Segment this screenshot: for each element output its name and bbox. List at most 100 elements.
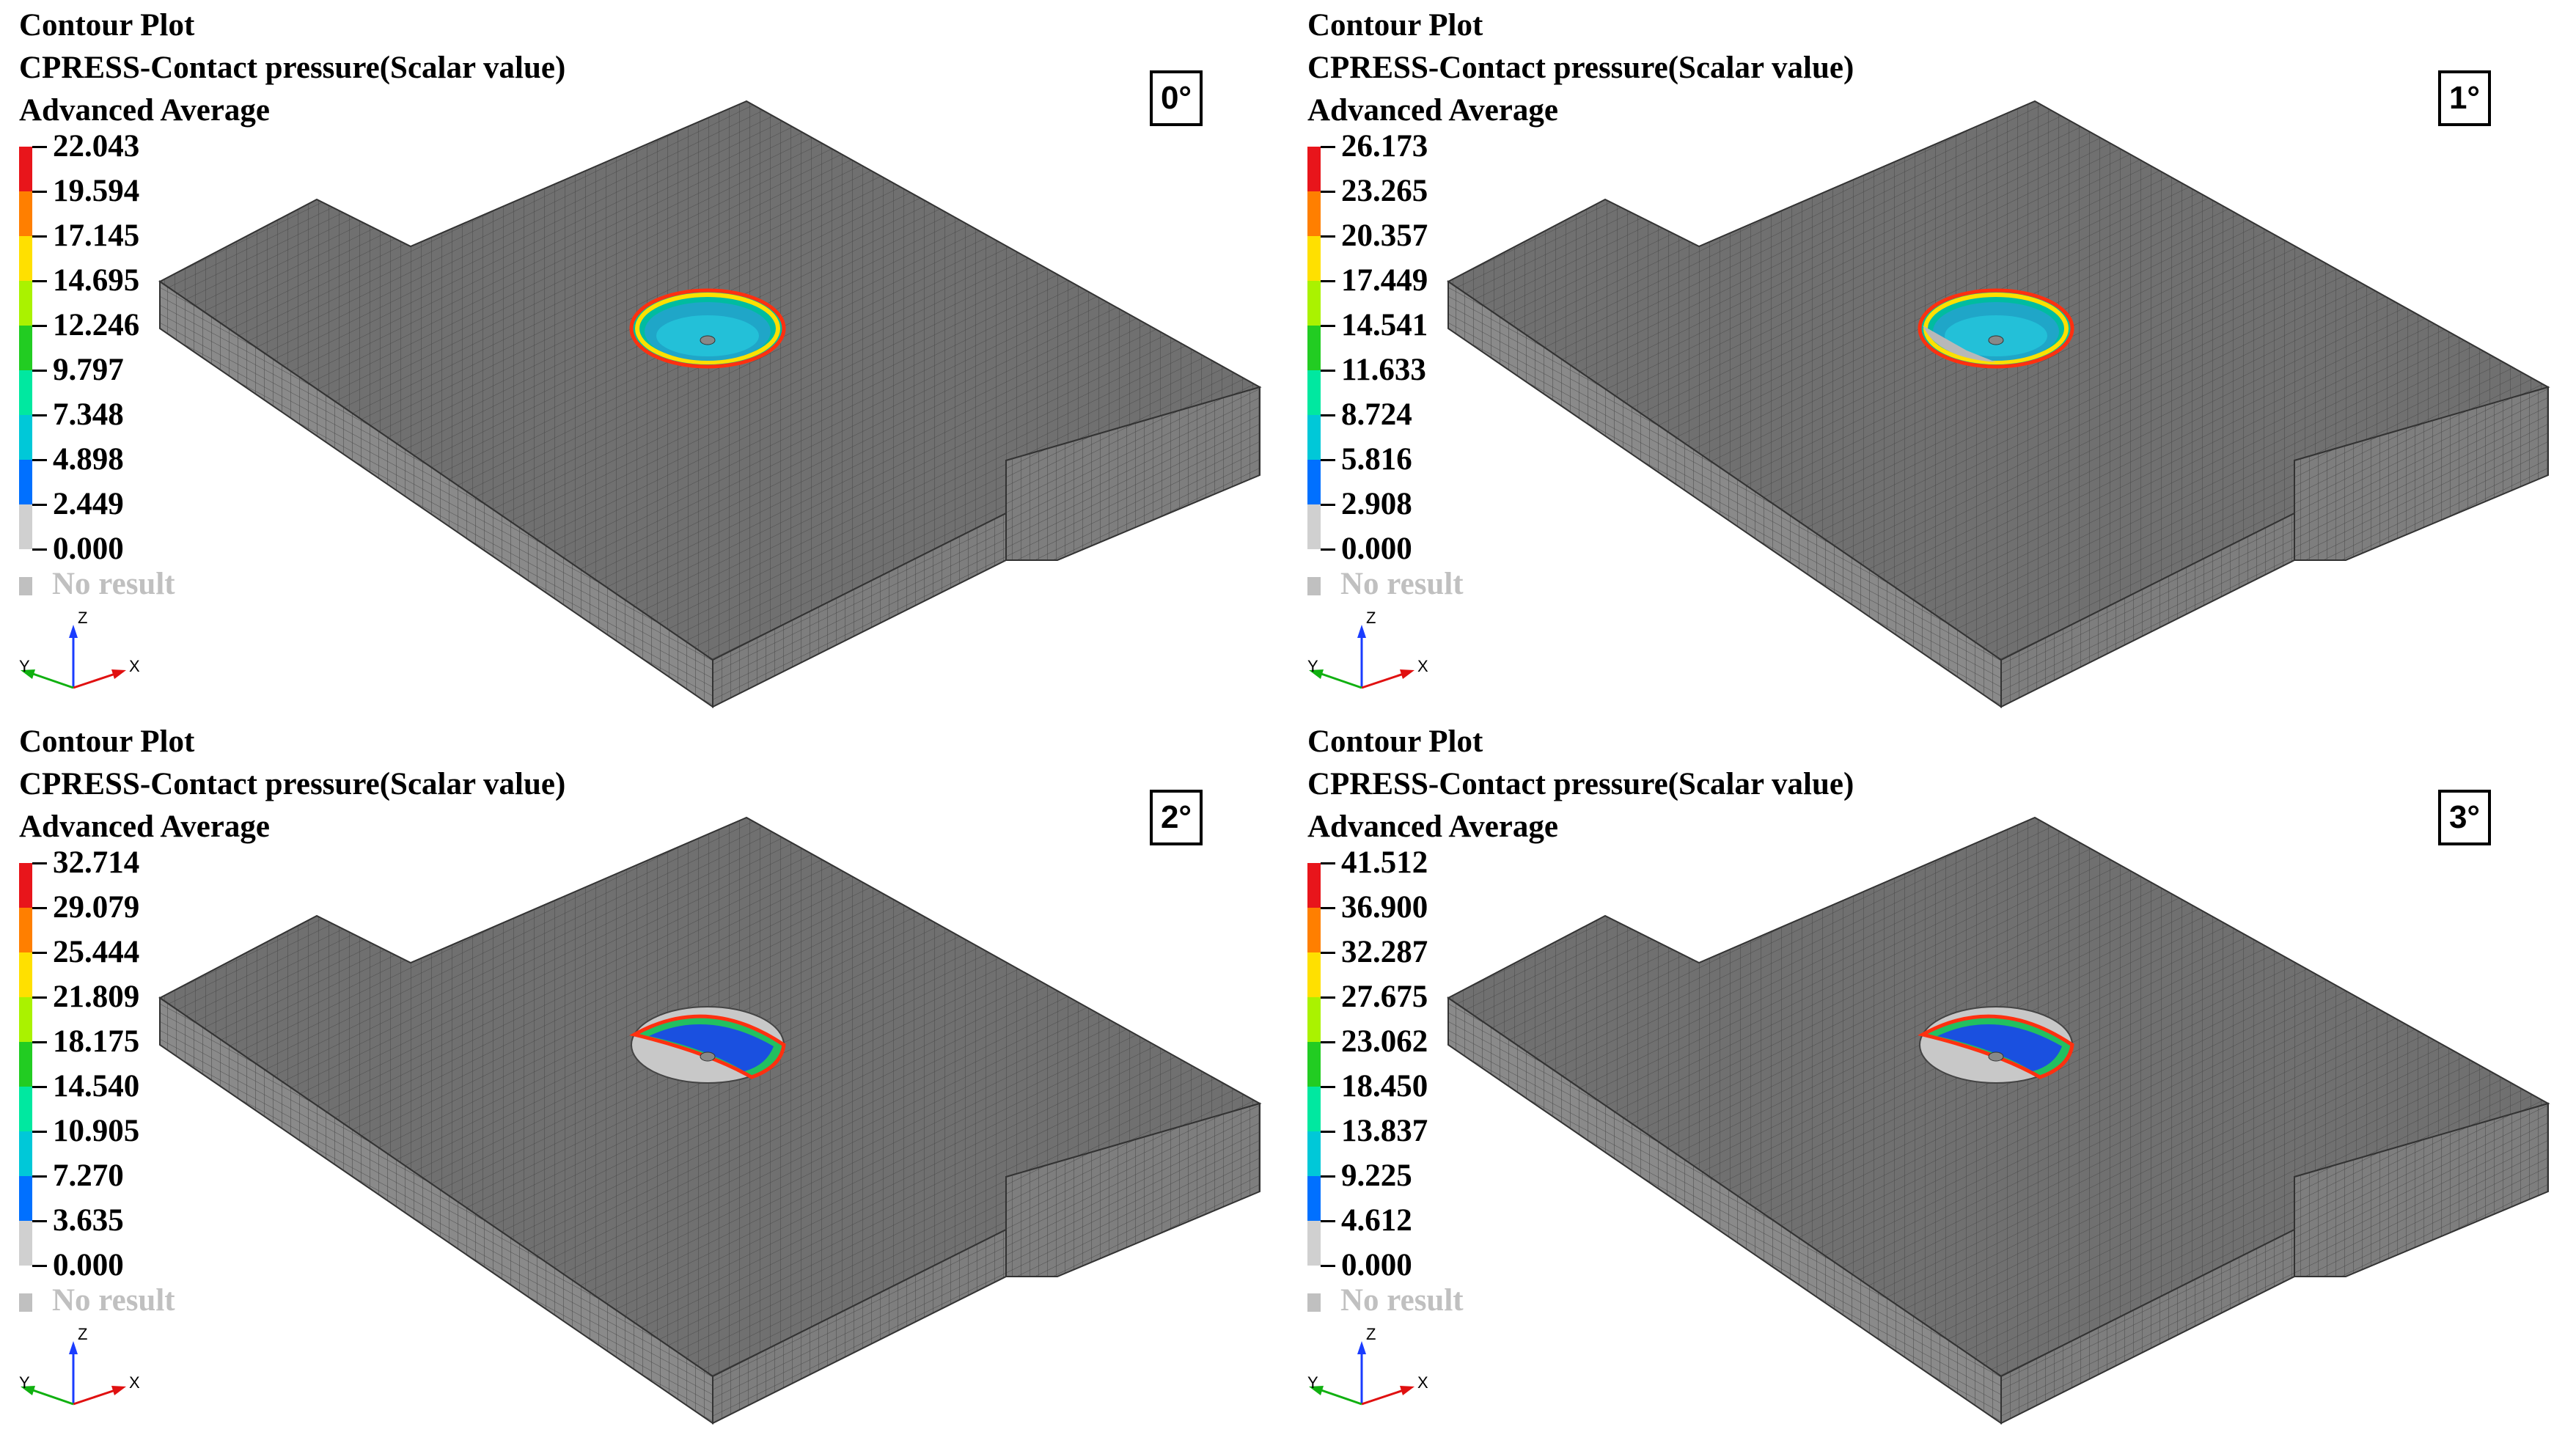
- x-axis-arrow: [73, 672, 118, 689]
- legend-color-band: [1307, 281, 1321, 326]
- mesh-side-face: [1005, 386, 1261, 561]
- x-arrow-head: [1400, 1386, 1414, 1395]
- z-arrow-head: [69, 625, 78, 638]
- legend-value: 17.145: [53, 219, 140, 253]
- x-arrow-head: [111, 669, 126, 679]
- contour-panel-2: Contour Plot CPRESS-Contact pressure(Sca…: [0, 716, 1288, 1432]
- axis-triad: Z X Y: [19, 1325, 140, 1406]
- z-arrow-head: [1357, 1341, 1366, 1354]
- z-axis-label: Z: [1366, 609, 1376, 627]
- legend-color-band: [1307, 1221, 1321, 1266]
- legend-tick: [1321, 1041, 1335, 1043]
- legend-color-band: [19, 370, 32, 415]
- legend-tick: [32, 1220, 47, 1222]
- legend-tick: [1321, 952, 1335, 954]
- legend-color-band: [19, 1042, 32, 1087]
- legend-value: 20.357: [1341, 219, 1428, 253]
- legend-tick: [1321, 1086, 1335, 1088]
- legend-color-band: [19, 326, 32, 370]
- legend-color-band: [19, 1131, 32, 1176]
- legend-tick: [1321, 191, 1335, 193]
- legend-color-band: [1307, 952, 1321, 997]
- contact-indent: [629, 1006, 786, 1084]
- legend-tick: [1321, 1220, 1335, 1222]
- legend-tick: [1321, 370, 1335, 372]
- legend-value: 12.246: [53, 308, 140, 342]
- legend-tick: [32, 862, 47, 864]
- mesh-top-face: [1447, 816, 2550, 1378]
- legend-tick: [1321, 996, 1335, 999]
- legend-value: 4.612: [1341, 1203, 1412, 1238]
- x-axis-arrow: [1361, 1388, 1406, 1406]
- angle-label: 3°: [2438, 790, 2491, 845]
- plot-title: Contour Plot: [19, 724, 195, 759]
- legend-color-band: [1307, 191, 1321, 236]
- legend-tick: [32, 907, 47, 909]
- contour-panel-1: Contour Plot CPRESS-Contact pressure(Sca…: [1288, 0, 2576, 716]
- x-axis-arrow: [1361, 672, 1406, 689]
- legend-tick: [1321, 235, 1335, 238]
- legend-value: 0.000: [1341, 1248, 1412, 1282]
- legend-tick: [1321, 1265, 1335, 1267]
- legend-value: 23.062: [1341, 1024, 1428, 1059]
- axis-triad: Z X Y: [1307, 1325, 1428, 1406]
- axis-triad: Z X Y: [1307, 609, 1428, 689]
- legend-value: 4.898: [53, 442, 124, 477]
- legend-value: 17.449: [1341, 263, 1428, 298]
- legend-tick: [1321, 1175, 1335, 1178]
- legend-color-band: [1307, 415, 1321, 460]
- legend-tick: [32, 1041, 47, 1043]
- legend-tick: [1321, 325, 1335, 327]
- y-arrow-head: [1309, 1386, 1324, 1395]
- y-axis-arrow: [1318, 672, 1362, 689]
- legend-value: 14.540: [53, 1069, 140, 1104]
- x-arrow-head: [1400, 669, 1414, 679]
- legend-tick: [32, 1265, 47, 1267]
- no-result-label: No result: [1340, 1283, 1464, 1318]
- legend-tick: [32, 1175, 47, 1178]
- legend-color-band: [19, 236, 32, 281]
- x-axis-arrow: [73, 1388, 118, 1406]
- legend-tick: [1321, 146, 1335, 148]
- legend-color-band: [1307, 504, 1321, 549]
- legend-color-band: [1307, 997, 1321, 1042]
- legend-color-band: [1307, 460, 1321, 504]
- plot-title: Contour Plot: [1307, 724, 1483, 759]
- y-axis-label: Y: [19, 657, 30, 675]
- legend-tick: [32, 325, 47, 327]
- x-axis-label: X: [129, 1373, 140, 1392]
- contour-panel-0: Contour Plot CPRESS-Contact pressure(Sca…: [0, 0, 1288, 716]
- plot-quantity: CPRESS-Contact pressure(Scalar value): [19, 51, 566, 85]
- legend-color-band: [19, 997, 32, 1042]
- axis-triad: Z X Y: [19, 609, 140, 689]
- legend-value: 3.635: [53, 1203, 124, 1238]
- legend-tick: [1321, 414, 1335, 416]
- legend-tick: [32, 146, 47, 148]
- legend-color-band: [19, 504, 32, 549]
- no-result-legend: No result: [19, 566, 175, 602]
- legend-value: 19.594: [53, 174, 140, 208]
- legend-color-band: [19, 1087, 32, 1131]
- contour-panel-3: Contour Plot CPRESS-Contact pressure(Sca…: [1288, 716, 2576, 1432]
- legend-color-band: [19, 1176, 32, 1221]
- legend-color-band: [19, 460, 32, 504]
- legend-value: 7.348: [53, 397, 124, 432]
- legend-color-band: [1307, 147, 1321, 191]
- plot-title: Contour Plot: [1307, 8, 1483, 43]
- legend-value: 14.695: [53, 263, 140, 298]
- legend-color-band: [19, 908, 32, 952]
- fe-mesh-model: [158, 816, 1262, 1425]
- legend-value: 25.444: [53, 935, 140, 969]
- z-arrow-head: [69, 1341, 78, 1354]
- legend-value: 5.816: [1341, 442, 1412, 477]
- legend-color-band: [1307, 1087, 1321, 1131]
- plot-averaging: Advanced Average: [19, 809, 270, 844]
- legend-value: 9.797: [53, 353, 124, 387]
- legend-tick: [32, 1131, 47, 1133]
- legend-value: 18.450: [1341, 1069, 1428, 1104]
- y-axis-label: Y: [1307, 657, 1318, 675]
- no-result-swatch: [19, 577, 32, 595]
- plot-averaging: Advanced Average: [19, 93, 270, 128]
- mesh-side-face: [2294, 386, 2549, 561]
- legend-color-band: [19, 191, 32, 236]
